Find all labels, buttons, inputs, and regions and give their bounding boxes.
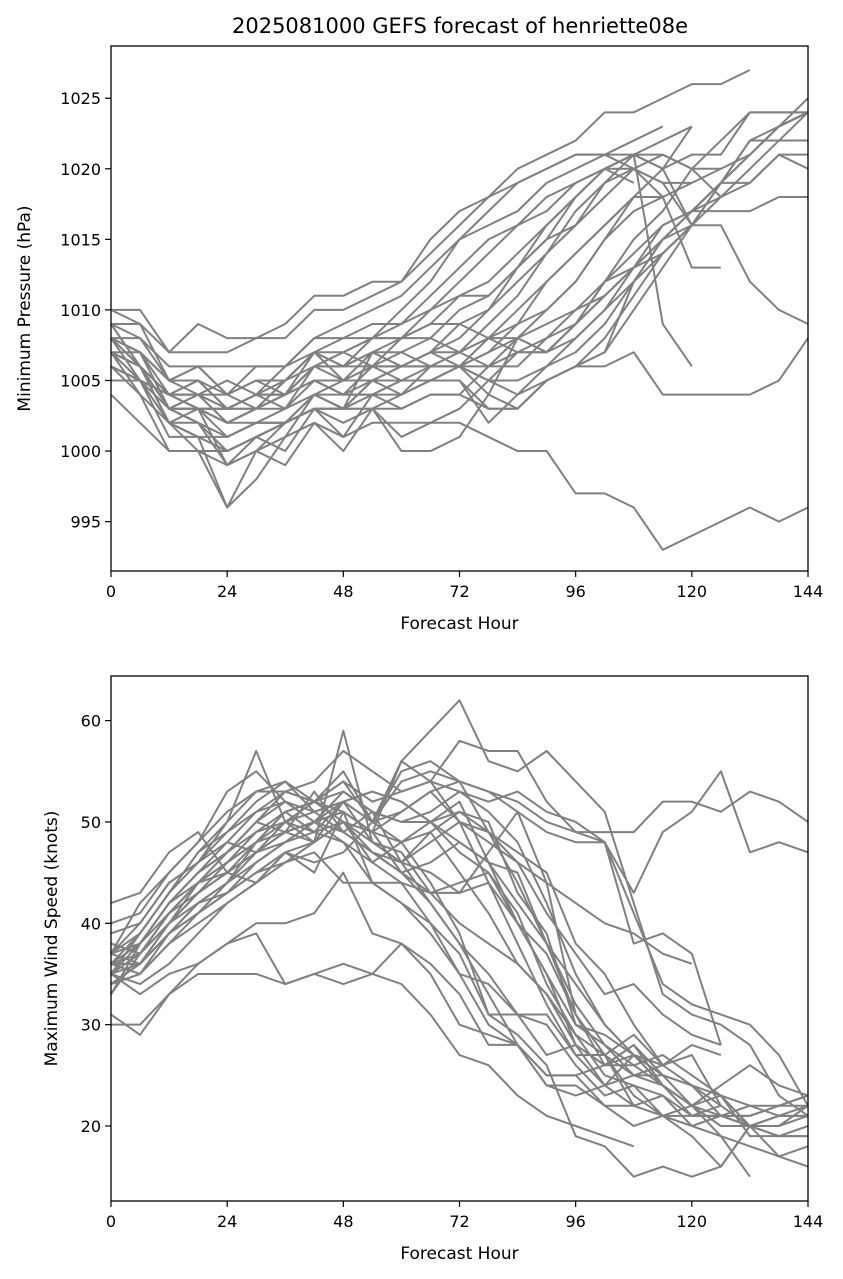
wind-member-line-29 xyxy=(110,810,664,1087)
pressure-member-line-30 xyxy=(110,125,693,396)
wind-axes-frame xyxy=(110,675,809,1202)
wind-member-line-15 xyxy=(110,760,722,1046)
chart-title: 2025081000 GEFS forecast of henriette08e xyxy=(232,14,688,38)
wind-y-tick-label: 40 xyxy=(81,914,101,933)
wind-y-tick-label: 50 xyxy=(81,813,101,832)
wind-y-tick-label: 60 xyxy=(81,712,101,731)
pressure-member-line-29 xyxy=(110,111,809,438)
pressure-member-line-8 xyxy=(110,153,722,410)
pressure-member-line-2 xyxy=(111,153,721,354)
pressure-member-line-27 xyxy=(110,224,693,467)
pressure-x-tick-label: 0 xyxy=(106,582,116,601)
wind-x-tick-label: 24 xyxy=(217,1212,237,1231)
pressure-y-tick-label: 1005 xyxy=(60,371,101,390)
pressure-y-tick-label: 1020 xyxy=(60,160,101,179)
pressure-member-line-28 xyxy=(110,111,808,453)
pressure-axes-frame xyxy=(110,45,809,572)
wind-member-line-16 xyxy=(110,770,722,1107)
wind-member-line-28 xyxy=(110,780,808,1178)
pressure-x-tick-label: 96 xyxy=(565,582,585,601)
pressure-x-tick-label: 144 xyxy=(793,582,824,601)
pressure-x-axis-label: Forecast Hour xyxy=(400,614,518,634)
wind-x-tick-label: 0 xyxy=(106,1212,116,1231)
pressure-y-tick-label: 1015 xyxy=(60,230,101,249)
wind-y-tick-label: 30 xyxy=(81,1016,101,1035)
wind-series-layer xyxy=(110,699,809,1178)
pressure-y-tick-label: 1000 xyxy=(60,442,101,461)
wind-x-tick-label: 120 xyxy=(677,1212,708,1231)
pressure-x-tick-label: 72 xyxy=(449,582,469,601)
pressure-member-line-1 xyxy=(111,69,751,354)
wind-member-line-14 xyxy=(110,739,722,1046)
wind-y-axis-label: Maximum Wind Speed (knots) xyxy=(42,811,62,1067)
wind-x-tick-label: 96 xyxy=(565,1212,585,1231)
pressure-y-tick-label: 1010 xyxy=(60,301,101,320)
wind-member-line-30 xyxy=(110,810,722,1117)
pressure-y-tick-label: 995 xyxy=(70,513,101,532)
wind-ticks: 0 24 48 72 96 120 144 20 30 40 50 60 xyxy=(81,712,824,1231)
wind-member-line-27 xyxy=(110,820,808,1127)
wind-x-axis-label: Forecast Hour xyxy=(400,1244,518,1264)
wind-x-tick-label: 144 xyxy=(793,1212,824,1231)
pressure-ticks: 0 24 48 72 96 120 144 995 1000 1005 1010 1015 1020 10… xyxy=(60,89,823,601)
pressure-x-tick-label: 120 xyxy=(677,582,708,601)
wind-x-tick-label: 48 xyxy=(333,1212,353,1231)
pressure-x-tick-label: 24 xyxy=(217,582,237,601)
pressure-member-line-10 xyxy=(110,167,664,438)
wind-member-line-26 xyxy=(110,790,809,1158)
pressure-x-tick-label: 48 xyxy=(333,582,353,601)
pressure-member-line-3 xyxy=(111,153,692,368)
pressure-y-axis-label: Minimum Pressure (hPa) xyxy=(15,205,35,411)
wind-y-tick-label: 20 xyxy=(81,1117,101,1136)
wind-x-tick-label: 72 xyxy=(449,1212,469,1231)
pressure-series-layer xyxy=(110,69,809,551)
pressure-panel: 2025081000 GEFS forecast of henriette08e… xyxy=(15,14,823,634)
pressure-y-tick-label: 1025 xyxy=(60,89,101,108)
